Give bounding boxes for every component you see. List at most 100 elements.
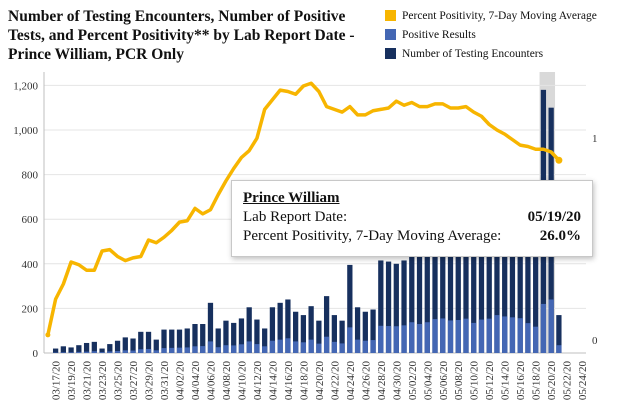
tooltip-title: Prince William [243,190,340,206]
y-tick-label: 400 [22,259,39,271]
bar-positive-results [215,347,221,353]
bar-testing-encounters [145,331,152,353]
bar-positive-results [533,326,539,353]
bar-testing-encounters [502,223,508,353]
x-tick-label: 05/16/20 [515,361,527,401]
bar-positive-results [432,319,438,353]
bar-positive-results [300,342,307,353]
bar-positive-results [161,348,167,353]
bar-positive-results [285,338,291,353]
bar-testing-encounters [99,348,105,353]
bar-testing-encounters [60,346,66,353]
bar-positive-results [176,347,183,353]
bar-positive-results [471,322,477,353]
x-tick-label: 04/24/20 [345,361,357,401]
bar-positive-results [254,344,260,353]
x-tick-label: 04/22/20 [329,361,341,401]
bar-testing-encounters [494,219,500,353]
bar-positive-results [502,316,508,353]
x-tick-label: 04/16/20 [283,361,295,401]
y-tick-label: 1,000 [13,125,38,137]
bar-positive-results [223,345,229,353]
bar-testing-encounters [138,331,144,353]
x-tick-label: 04/08/20 [221,361,233,401]
x-tick-label: 04/04/20 [190,361,202,401]
x-tick-label: 03/17/20 [51,361,63,401]
legend-swatch-positivity [385,10,396,21]
bar-positive-results [447,320,454,353]
secondary-y-axis: 10 [592,133,598,347]
x-axis: 03/17/20 03/19/20 03/21/20 03/23/20 03/25/20… [51,361,590,401]
legend-item-positivity[interactable]: Percent Positivity, 7-Day Moving Average [385,6,636,25]
bar-positive-results [370,340,376,353]
tooltip-date-row: Lab Report Date: 05/19/20 [243,208,581,227]
x-tick-label: 03/23/20 [97,361,109,401]
bar-testing-encounters [323,296,330,353]
bar-testing-encounters [308,306,314,353]
bar-positive-results [385,326,392,353]
x-tick-label: 03/31/20 [159,361,171,401]
bar-positive-results [362,340,368,353]
legend-item-testing-encounters[interactable]: Number of Testing Encounters [385,44,636,63]
bar-testing-encounters [293,311,299,353]
secondary-y-tick-label: 0 [592,335,598,347]
bar-positive-results [99,352,105,353]
bar-positive-results [455,319,461,353]
chart-title-line-3: Prince William, PCR Only [8,46,184,63]
bar-testing-encounters [463,234,469,353]
chart-title-line-1: Number of Testing Encounters, Number of … [8,8,346,25]
y-tick-label: 0 [33,348,39,360]
bar-positive-results [316,343,322,353]
bar-positive-results [409,322,415,353]
bar-testing-encounters [517,228,523,353]
y-tick-label: 600 [22,214,39,226]
bar-positive-results [83,351,90,353]
bar-testing-encounters [52,348,59,353]
x-tick-label: 05/24/20 [577,361,589,401]
bar-testing-encounters [424,248,430,353]
bar-testing-encounters [238,318,245,353]
bar-testing-encounters [401,260,407,353]
x-tick-label: 05/08/20 [453,361,465,401]
chart-title: Number of Testing Encounters, Number of … [8,7,388,64]
bar-testing-encounters [416,254,423,353]
x-tick-label: 04/12/20 [252,361,264,401]
bar-testing-encounters [362,311,368,353]
bar-positive-results [277,339,283,353]
chart-title-line-2: Tests, and Percent Positivity** by Lab R… [8,27,355,44]
bar-positive-results [525,323,531,353]
bar-testing-encounters [207,302,214,353]
bar-testing-encounters [269,307,276,353]
legend-swatch-testing-encounters [385,48,396,59]
bar-testing-encounters [471,250,477,353]
bar-positive-results [122,350,128,353]
bar-testing-encounters [316,320,322,353]
secondary-y-tick-label: 1 [592,133,598,145]
bar-testing-encounters [83,342,90,353]
bar-positive-results [393,326,399,353]
x-tick-label: 03/19/20 [66,361,78,401]
x-tick-label: 04/26/20 [360,361,372,401]
bar-positive-results [269,340,276,353]
bar-positive-results [91,351,97,353]
x-tick-label: 05/06/20 [438,361,450,401]
x-tick-label: 05/22/20 [562,361,574,401]
positivity-point-first [45,332,51,338]
bar-testing-encounters [432,237,438,353]
bar-testing-encounters [378,260,384,353]
bar-testing-encounters [76,345,82,353]
bar-positive-results [494,315,500,353]
bar-testing-encounters [91,341,97,353]
bar-positive-results [517,318,523,353]
bar-testing-encounters [300,315,307,353]
legend-item-positive-results[interactable]: Positive Results [385,25,636,44]
bar-testing-encounters [192,324,198,353]
bar-testing-encounters [339,320,345,353]
bar-testing-encounters [223,320,229,353]
bar-testing-encounters [231,322,237,353]
bar-testing-encounters [486,233,492,353]
legend-label-testing-encounters: Number of Testing Encounters [402,47,544,60]
bar-positive-results [331,341,337,353]
bar-testing-encounters [393,263,399,353]
bar-testing-encounters [246,307,252,353]
